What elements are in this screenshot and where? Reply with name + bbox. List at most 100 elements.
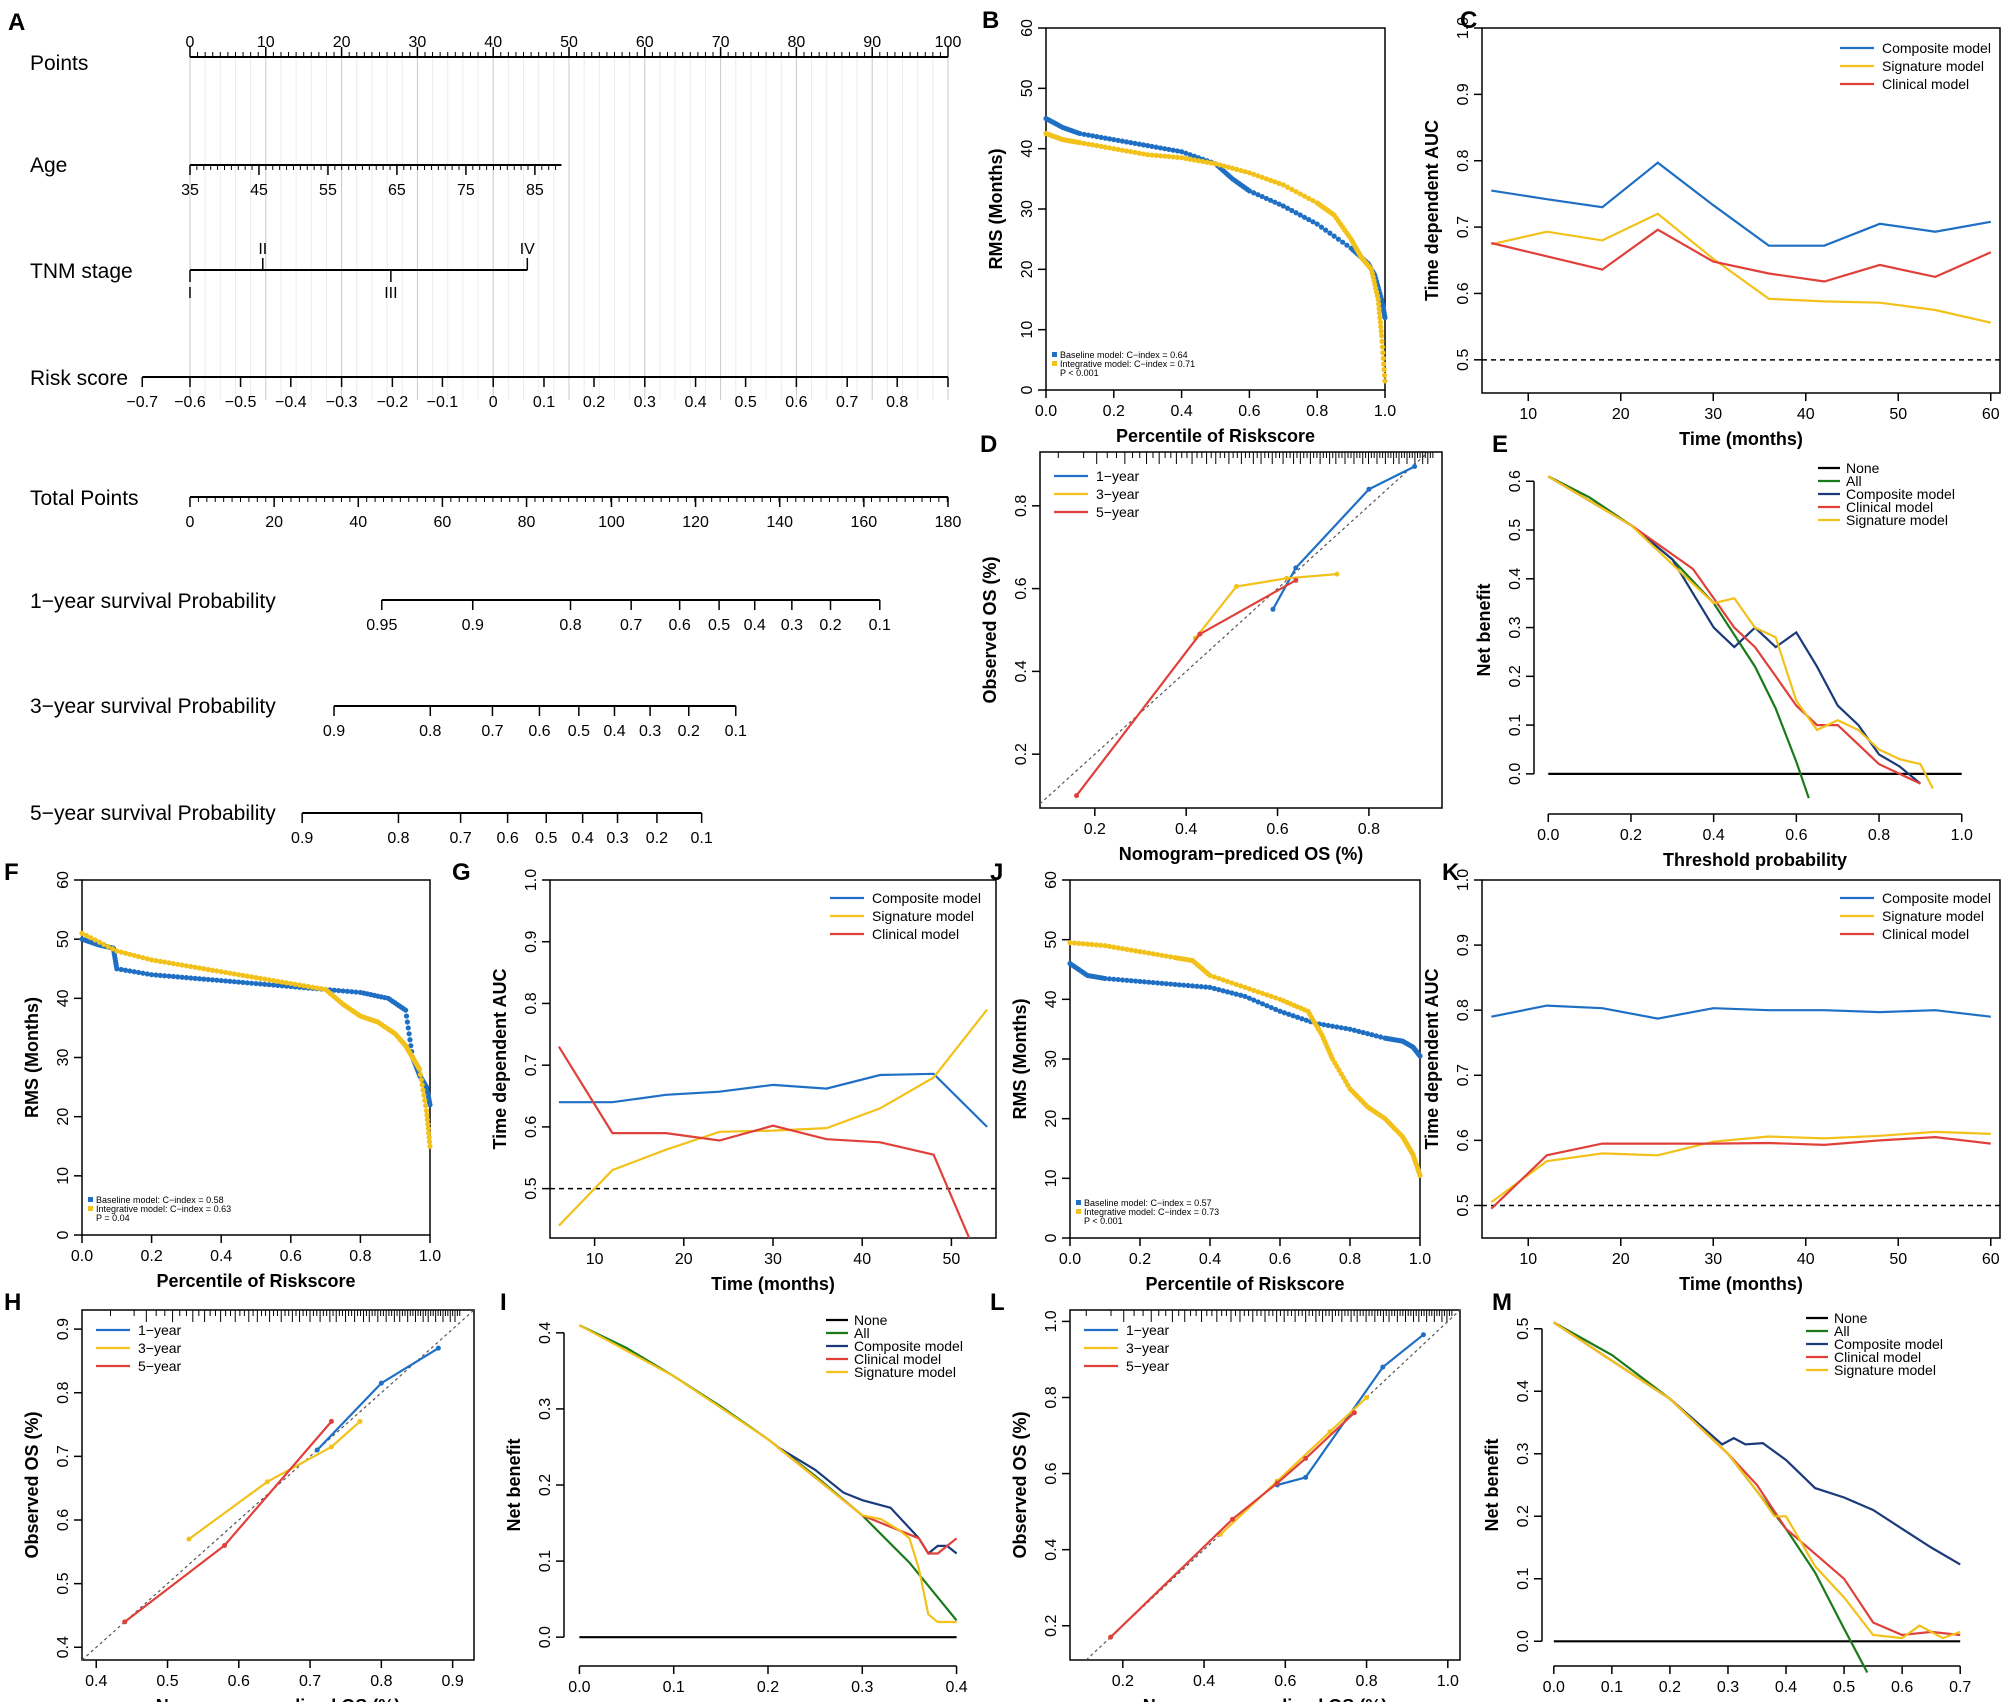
data-point [1211, 985, 1217, 992]
data-point [1380, 1364, 1386, 1370]
data-point [1133, 948, 1139, 954]
tick-label: 0.1 [691, 830, 713, 847]
data-point [118, 966, 124, 973]
data-point [1301, 193, 1308, 199]
chart-panel-E: E 0.0 0.2 0.4 0.6 0.8 1.0 0.0 0.1 0.2 0.3 0.4 0.5 0.6… [1474, 431, 1973, 870]
legend: 1−year 3−year 5−year [1084, 1322, 1170, 1374]
y-tick-label: 0.9 [55, 1318, 72, 1340]
x-tick-label: 10 [586, 1251, 604, 1268]
data-point [1293, 565, 1299, 571]
x-tick-label: 1.0 [1951, 827, 1973, 844]
data-point [105, 943, 111, 950]
series-line-signature-model [1547, 475, 1934, 789]
series-line-composite-model [1553, 1321, 1961, 1566]
panel-letter: L [990, 1289, 1005, 1316]
data-point [1280, 203, 1286, 209]
y-tick-label: 0.6 [1043, 1462, 1060, 1484]
data-point [1351, 1410, 1357, 1416]
data-point [1378, 324, 1384, 330]
legend-label: None [1846, 460, 1880, 476]
x-tick-label: 0.6 [1266, 821, 1288, 838]
data-point [227, 978, 233, 984]
data-point [1229, 165, 1236, 171]
data-point [1207, 984, 1213, 991]
data-point [1187, 156, 1193, 162]
data-point [1119, 946, 1126, 952]
data-point [1369, 1032, 1375, 1038]
tick-label: 180 [935, 514, 962, 531]
series-line-all [1553, 1321, 1869, 1674]
data-point [1378, 328, 1384, 334]
data-point [175, 961, 181, 967]
legend-label: Signature model [1882, 908, 1984, 924]
x-tick-label: 0.8 [1306, 403, 1328, 420]
data-point [1272, 199, 1278, 205]
legend-label: P < 0.001 [1084, 1216, 1123, 1226]
data-point [283, 980, 290, 986]
data-point [1360, 1029, 1366, 1036]
x-tick-label: 1.0 [1374, 403, 1396, 420]
x-tick-label: 40 [853, 1251, 871, 1268]
nomogram-row-label: TNM stage [30, 260, 133, 283]
y-tick-label: 0.3 [1515, 1443, 1532, 1465]
y-tick-label: 0.2 [1515, 1505, 1532, 1527]
data-point [427, 1143, 433, 1149]
data-point [240, 979, 246, 986]
data-point [1286, 1011, 1292, 1017]
x-tick-label: 0.6 [280, 1248, 302, 1265]
data-point [1183, 150, 1189, 156]
legend-label: Composite model [1846, 486, 1955, 502]
y-tick-label: 0.1 [1507, 714, 1524, 736]
data-point [1090, 142, 1096, 148]
data-point [127, 968, 133, 974]
y-tick-label: 0.0 [1507, 763, 1524, 785]
data-point [1106, 943, 1112, 949]
tick-label: 0.8 [419, 723, 441, 740]
data-point [1224, 978, 1231, 985]
tick-label: 45 [250, 182, 268, 199]
legend: Composite model Signature model Clinical m… [830, 890, 981, 942]
panel-letter: F [4, 859, 19, 886]
data-point [192, 964, 198, 970]
series-line-1-year [316, 1347, 439, 1451]
data-point [227, 970, 233, 976]
tick-label: 0.3 [639, 723, 661, 740]
x-tick-label: 60 [1982, 406, 2000, 423]
data-point [1168, 954, 1174, 960]
y-tick-label: 20 [55, 1108, 72, 1126]
data-point [314, 1447, 320, 1453]
x-tick-label: 0.2 [1103, 403, 1125, 420]
y-tick-label: 1.0 [523, 869, 540, 891]
data-point [1123, 139, 1130, 145]
y-tick-label: 0.8 [1455, 150, 1472, 172]
tick-label: 0.2 [646, 830, 668, 847]
chart-panel-I: I0.00.10.20.30.40.00.10.20.30.4Threshold… [500, 1289, 968, 1696]
y-tick-label: 0.6 [1455, 282, 1472, 304]
tick-label: 0 [186, 514, 195, 531]
chart-panel-J: J 0.0 0.2 0.4 0.6 0.8 1.0 0 10 20 30 40 50 60 Percenti… [990, 859, 1431, 1294]
data-point [1264, 992, 1270, 998]
y-tick-label: 0.5 [55, 1572, 72, 1594]
data-point [1303, 1017, 1309, 1023]
data-point [1157, 145, 1164, 151]
data-point [1133, 978, 1139, 984]
legend-label: 1−year [1096, 468, 1140, 484]
x-axis-title: Time (months) [711, 1274, 835, 1294]
tick-label: 0.9 [291, 830, 313, 847]
tick-label: 0.5 [568, 723, 590, 740]
data-point [1159, 952, 1165, 958]
data-point [1224, 989, 1231, 995]
legend: Composite model Signature model Clinical m… [1840, 40, 1991, 92]
data-point [1268, 993, 1274, 999]
legend-label: 1−year [138, 1322, 182, 1338]
data-point [1123, 148, 1130, 154]
panel-letter: K [1442, 859, 1460, 886]
y-tick-label: 30 [55, 1049, 72, 1067]
data-point [1327, 230, 1333, 236]
data-point [1306, 195, 1312, 202]
legend-label: Clinical model [1882, 926, 1969, 942]
data-point [1274, 1480, 1280, 1486]
data-point [1124, 977, 1130, 983]
data-point [1181, 982, 1187, 988]
x-tick-label: 0.4 [85, 1673, 107, 1690]
